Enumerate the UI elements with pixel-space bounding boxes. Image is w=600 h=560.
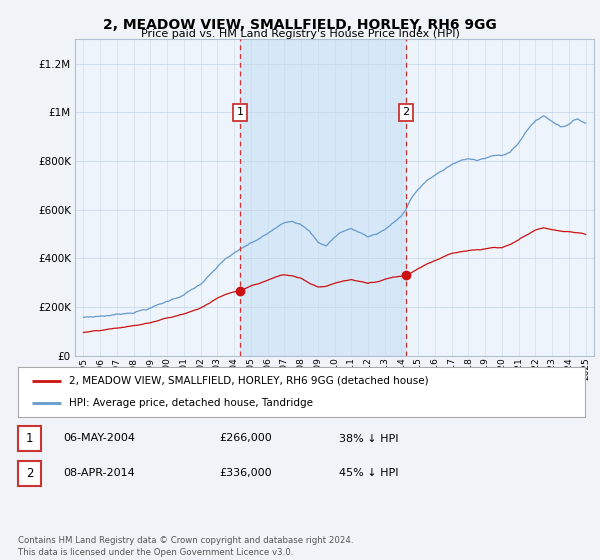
Text: £266,000: £266,000 — [219, 433, 272, 444]
Text: Contains HM Land Registry data © Crown copyright and database right 2024.
This d: Contains HM Land Registry data © Crown c… — [18, 536, 353, 557]
Text: 06-MAY-2004: 06-MAY-2004 — [63, 433, 135, 444]
Text: 1: 1 — [26, 432, 33, 445]
Text: 38% ↓ HPI: 38% ↓ HPI — [339, 433, 398, 444]
Text: 08-APR-2014: 08-APR-2014 — [63, 468, 135, 478]
Bar — [240, 39, 406, 356]
Text: £336,000: £336,000 — [219, 468, 272, 478]
Text: 2, MEADOW VIEW, SMALLFIELD, HORLEY, RH6 9GG (detached house): 2, MEADOW VIEW, SMALLFIELD, HORLEY, RH6 … — [69, 376, 428, 386]
Text: 2, MEADOW VIEW, SMALLFIELD, HORLEY, RH6 9GG: 2, MEADOW VIEW, SMALLFIELD, HORLEY, RH6 … — [103, 18, 497, 32]
Text: HPI: Average price, detached house, Tandridge: HPI: Average price, detached house, Tand… — [69, 398, 313, 408]
Text: 2: 2 — [26, 466, 33, 480]
Text: Price paid vs. HM Land Registry's House Price Index (HPI): Price paid vs. HM Land Registry's House … — [140, 29, 460, 39]
Text: 45% ↓ HPI: 45% ↓ HPI — [339, 468, 398, 478]
Text: 1: 1 — [237, 107, 244, 117]
Text: 2: 2 — [403, 107, 410, 117]
